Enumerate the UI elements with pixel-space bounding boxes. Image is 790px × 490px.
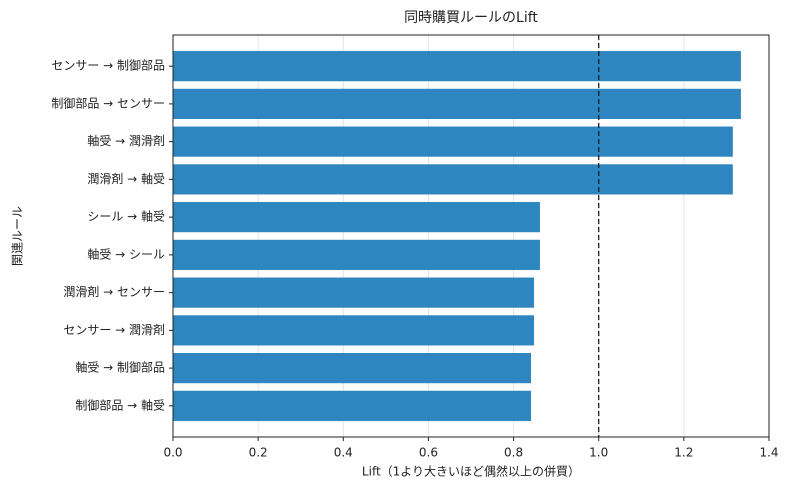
x-tick-label: 0.0 bbox=[163, 446, 182, 460]
bar bbox=[173, 126, 733, 157]
x-tick-label: 0.6 bbox=[419, 446, 438, 460]
y-tick-label: 軸受 → シール bbox=[87, 247, 165, 261]
x-tick-label: 0.4 bbox=[334, 446, 353, 460]
chart-title: 同時購買ルールのLift bbox=[404, 10, 538, 26]
bar bbox=[173, 239, 540, 270]
bar bbox=[173, 202, 540, 233]
x-axis-label: Lift（1より大きいほど偶然以上の併買） bbox=[362, 464, 580, 479]
x-tick-label: 1.4 bbox=[759, 446, 778, 460]
y-tick-label: 制御部品 → 軸受 bbox=[75, 397, 165, 412]
bar bbox=[173, 390, 532, 421]
x-tick-label: 1.0 bbox=[589, 446, 608, 460]
y-tick-label: 潤滑剤 → センサー bbox=[63, 284, 165, 299]
y-tick-label: シール → 軸受 bbox=[87, 210, 165, 224]
y-tick-label: センサー → 制御部品 bbox=[51, 58, 165, 73]
bar bbox=[173, 353, 532, 384]
bar bbox=[173, 51, 741, 82]
bar bbox=[173, 277, 535, 308]
bar bbox=[173, 315, 535, 346]
y-tick-label: 潤滑剤 → 軸受 bbox=[87, 171, 165, 186]
y-tick-label: 制御部品 → センサー bbox=[51, 95, 165, 110]
y-axis-label: 関連ルール bbox=[11, 206, 25, 266]
bar bbox=[173, 88, 741, 119]
x-tick-label: 1.2 bbox=[674, 446, 693, 460]
x-tick-label: 0.8 bbox=[504, 446, 523, 460]
y-tick-label: 軸受 → 潤滑剤 bbox=[87, 133, 165, 148]
y-tick-label: 軸受 → 制御部品 bbox=[75, 360, 165, 375]
bar bbox=[173, 164, 733, 195]
plot-frame bbox=[172, 34, 770, 438]
y-tick-label: センサー → 潤滑剤 bbox=[63, 322, 165, 337]
x-tick-label: 0.2 bbox=[249, 446, 268, 460]
